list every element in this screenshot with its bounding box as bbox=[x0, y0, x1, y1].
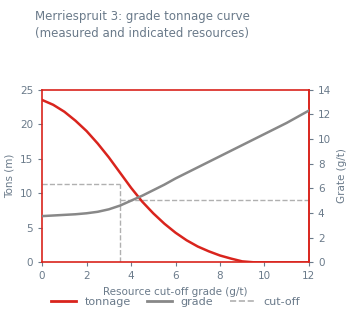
Text: Merriespruit 3: grade tonnage curve
(measured and indicated resources): Merriespruit 3: grade tonnage curve (mea… bbox=[35, 10, 250, 40]
Legend: tonnage, grade, cut-off: tonnage, grade, cut-off bbox=[47, 292, 304, 311]
Y-axis label: Tons (m): Tons (m) bbox=[4, 154, 14, 198]
X-axis label: Resource cut-off grade (g/t): Resource cut-off grade (g/t) bbox=[103, 287, 248, 297]
Y-axis label: Grate (g/t): Grate (g/t) bbox=[337, 148, 347, 204]
